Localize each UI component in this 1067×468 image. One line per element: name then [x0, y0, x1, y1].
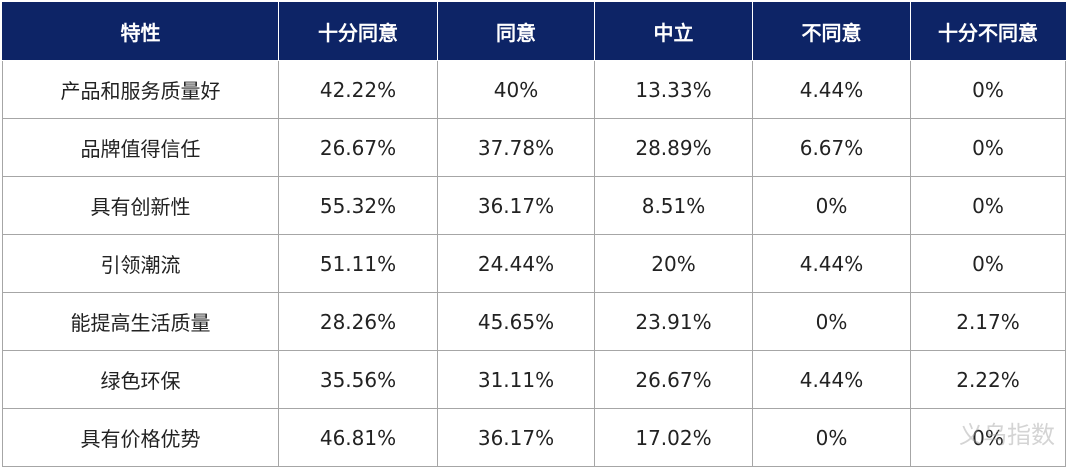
cell: 40% — [437, 60, 595, 119]
row-label: 能提高生活质量 — [2, 292, 279, 351]
table-row: 绿色环保 35.56% 31.11% 26.67% 4.44% 2.22% — [2, 350, 1066, 409]
cell: 4.44% — [752, 350, 911, 409]
cell: 28.26% — [278, 292, 438, 351]
cell: 17.02% — [594, 408, 753, 467]
cell: 55.32% — [278, 176, 438, 235]
table-row: 具有创新性 55.32% 36.17% 8.51% 0% 0% — [2, 176, 1066, 235]
row-label: 具有价格优势 — [2, 408, 279, 467]
header-cell: 十分同意 — [278, 2, 438, 61]
cell: 0% — [910, 408, 1066, 467]
row-label: 具有创新性 — [2, 176, 279, 235]
header-cell: 同意 — [437, 2, 595, 61]
table-row: 品牌值得信任 26.67% 37.78% 28.89% 6.67% 0% — [2, 118, 1066, 177]
cell: 0% — [910, 118, 1066, 177]
cell: 36.17% — [437, 408, 595, 467]
table-row: 产品和服务质量好 42.22% 40% 13.33% 4.44% 0% — [2, 60, 1066, 119]
cell: 37.78% — [437, 118, 595, 177]
cell: 8.51% — [594, 176, 753, 235]
watermark: 义乌指数 — [959, 421, 1055, 449]
cell: 26.67% — [278, 118, 438, 177]
cell: 0% — [910, 234, 1066, 293]
header-cell: 不同意 — [752, 2, 911, 61]
cell: 36.17% — [437, 176, 595, 235]
cell: 4.44% — [752, 60, 911, 119]
table-row: 具有价格优势 46.81% 36.17% 17.02% 0% 0% — [2, 408, 1066, 467]
cell: 4.44% — [752, 234, 911, 293]
row-label: 绿色环保 — [2, 350, 279, 409]
cell: 28.89% — [594, 118, 753, 177]
header-cell: 十分不同意 — [910, 2, 1066, 61]
cell: 35.56% — [278, 350, 438, 409]
row-label: 品牌值得信任 — [2, 118, 279, 177]
cell: 0% — [910, 176, 1066, 235]
row-label: 引领潮流 — [2, 234, 279, 293]
cell: 42.22% — [278, 60, 438, 119]
cell: 0% — [752, 292, 911, 351]
table-row: 引领潮流 51.11% 24.44% 20% 4.44% 0% — [2, 234, 1066, 293]
cell: 13.33% — [594, 60, 753, 119]
cell: 31.11% — [437, 350, 595, 409]
cell: 2.22% — [910, 350, 1066, 409]
cell: 0% — [752, 176, 911, 235]
cell: 0% — [752, 408, 911, 467]
table-body: 产品和服务质量好 42.22% 40% 13.33% 4.44% 0% 品牌值得信任 26.6… — [2, 60, 1066, 467]
cell: 45.65% — [437, 292, 595, 351]
cell: 24.44% — [437, 234, 595, 293]
cell: 23.91% — [594, 292, 753, 351]
cell: 26.67% — [594, 350, 753, 409]
cell: 6.67% — [752, 118, 911, 177]
cell: 20% — [594, 234, 753, 293]
cell: 51.11% — [278, 234, 438, 293]
header-row: 特性 十分同意 同意 中立 不同意 十分不同意 — [2, 2, 1066, 61]
table-row: 能提高生活质量 28.26% 45.65% 23.91% 0% 2.17% — [2, 292, 1066, 351]
cell: 2.17% — [910, 292, 1066, 351]
cell: 0% — [910, 60, 1066, 119]
header-cell: 特性 — [2, 2, 279, 61]
cell: 46.81% — [278, 408, 438, 467]
row-label: 产品和服务质量好 — [2, 60, 279, 119]
header-cell: 中立 — [594, 2, 753, 61]
